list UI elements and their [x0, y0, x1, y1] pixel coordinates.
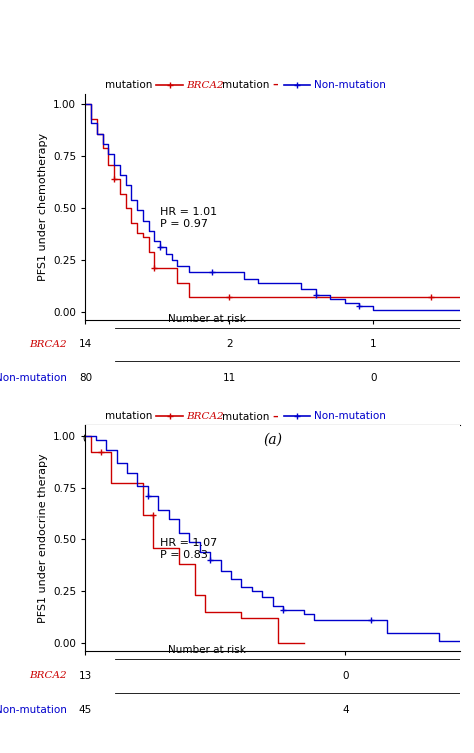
- Text: BRCA2: BRCA2: [186, 81, 224, 90]
- Text: HR = 1.07
P = 0.83: HR = 1.07 P = 0.83: [160, 538, 218, 560]
- Text: 1: 1: [370, 340, 377, 349]
- Text: mutation: mutation: [222, 412, 273, 422]
- Text: 2: 2: [226, 340, 233, 349]
- Text: 80: 80: [79, 373, 92, 383]
- Text: BRCA2: BRCA2: [186, 412, 224, 421]
- Text: BRCA2: BRCA2: [29, 672, 66, 680]
- Text: 0: 0: [342, 671, 348, 681]
- Text: Number at risk: Number at risk: [168, 645, 246, 655]
- X-axis label: Time in months: Time in months: [229, 449, 316, 459]
- Text: 14: 14: [79, 340, 92, 349]
- Text: mutation: mutation: [105, 80, 153, 90]
- Text: mutation: mutation: [222, 81, 273, 90]
- Text: mutation: mutation: [105, 411, 153, 422]
- Text: –: –: [273, 81, 282, 90]
- Text: (a): (a): [263, 433, 282, 447]
- Text: 13: 13: [79, 671, 92, 681]
- Text: Non-mutation: Non-mutation: [314, 411, 386, 422]
- Text: 11: 11: [223, 373, 236, 383]
- Text: Non-mutation: Non-mutation: [314, 80, 386, 90]
- Text: Non-mutation: Non-mutation: [0, 705, 66, 715]
- Text: 0: 0: [370, 373, 377, 383]
- Text: HR = 1.01
P = 0.97: HR = 1.01 P = 0.97: [160, 207, 218, 229]
- Text: Number at risk: Number at risk: [168, 314, 246, 324]
- Text: –: –: [273, 412, 282, 422]
- Text: 4: 4: [342, 705, 349, 715]
- Y-axis label: PFS1 under chemotherapy: PFS1 under chemotherapy: [37, 133, 47, 281]
- Text: BRCA2: BRCA2: [29, 340, 66, 349]
- Y-axis label: PFS1 under endocrine therapy: PFS1 under endocrine therapy: [37, 453, 47, 623]
- Text: Non-mutation: Non-mutation: [0, 373, 66, 383]
- Text: 45: 45: [79, 705, 92, 715]
